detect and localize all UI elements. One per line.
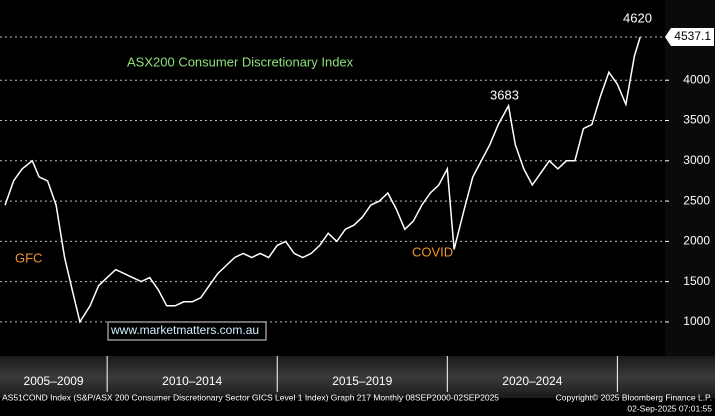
- y-axis-band: [665, 0, 715, 356]
- footer-left: AS51COND Index (S&P/ASX 200 Consumer Dis…: [2, 392, 499, 402]
- annotation: 3683: [490, 87, 519, 102]
- y-tick-label: 3500: [683, 113, 710, 127]
- watermark: www.marketmatters.com.au: [110, 323, 259, 337]
- annotation: GFC: [15, 250, 42, 265]
- y-tick-label: 1000: [683, 314, 710, 328]
- last-value-box: [665, 27, 714, 46]
- x-tick-label: 2020–2024: [502, 374, 562, 388]
- y-tick-label: 1500: [683, 274, 710, 288]
- x-tick-label: 2005–2009: [24, 374, 84, 388]
- x-tick-label: 2015–2019: [332, 374, 392, 388]
- y-tick-label: 4000: [683, 72, 710, 86]
- x-tick-label: 2010–2014: [162, 374, 222, 388]
- chart-title: ASX200 Consumer Discretionary Index: [127, 54, 354, 69]
- footer-timestamp: 02-Sep-2025 07:01:55: [627, 403, 712, 413]
- x-axis-band: [0, 356, 715, 398]
- annotation: COVID: [412, 244, 453, 259]
- last-value-label: 4537.1: [674, 29, 711, 43]
- price-line: [4, 36, 641, 324]
- annotation: 4620: [623, 10, 652, 25]
- footer-right: Copyright© 2025 Bloomberg Finance L.P.: [556, 392, 712, 402]
- y-tick-label: 2000: [683, 234, 710, 248]
- y-tick-label: 3000: [683, 153, 710, 167]
- y-tick-label: 2500: [683, 193, 710, 207]
